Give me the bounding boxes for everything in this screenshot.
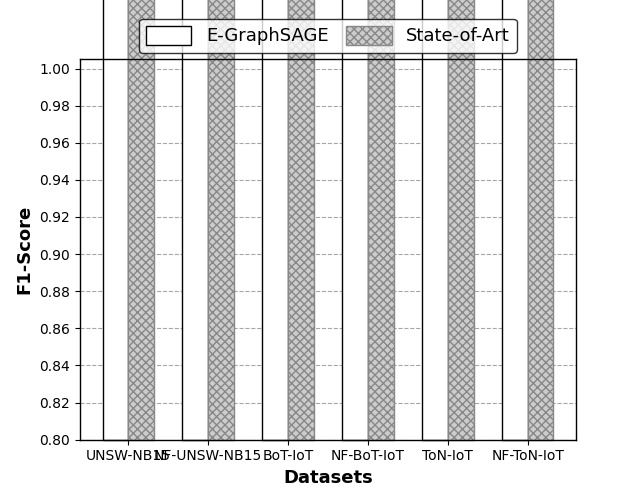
Bar [448,0,474,440]
X-axis label: Datasets: Datasets [283,469,373,487]
Bar [208,0,234,440]
Bar [528,0,554,440]
Bar [288,0,314,440]
Bar [422,0,448,440]
Y-axis label: F1-Score: F1-Score [16,205,34,294]
Bar [182,0,208,440]
Bar [502,0,528,440]
Bar [262,0,288,440]
Bar [128,0,154,440]
Bar [368,0,394,440]
Bar [342,0,368,440]
Legend: E-GraphSAGE, State-of-Art: E-GraphSAGE, State-of-Art [139,19,517,53]
Bar [102,0,128,440]
